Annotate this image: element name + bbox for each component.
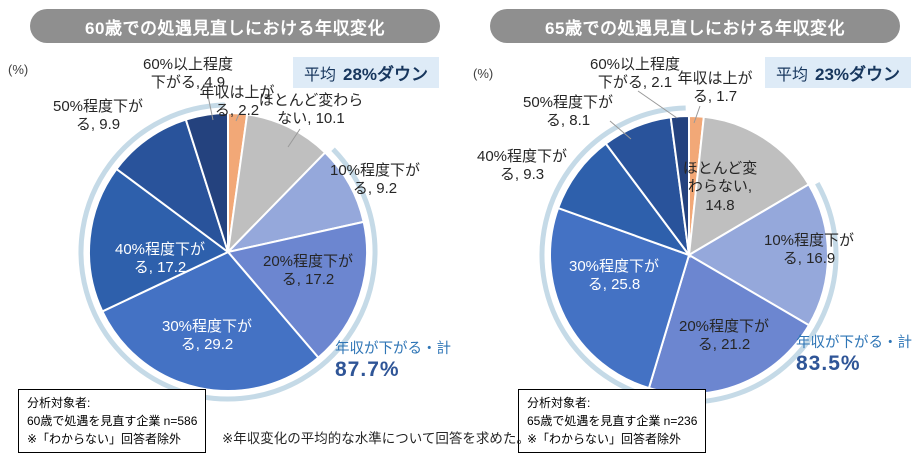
slice-callout-50pct-down: 50%程度下がる, 9.9 [52, 98, 144, 134]
analysis-target-box-age65: 分析対象者: 65歳で処遇を見直す企業 n=236 ※「わからない」回答者除外 [518, 389, 707, 453]
slice-callout-10pct-down: 10%程度下がる, 16.9 [763, 232, 855, 268]
income-down-highlight-arc [539, 105, 839, 405]
slice-callout-no-change: ほとんど変わらない, 10.1 [258, 92, 364, 128]
analysis-target-box-age60: 分析対象者: 60歳で処遇を見直す企業 n=586 ※「わからない」回答者除外 [18, 389, 207, 453]
analysis-box-line: ※「わからない」回答者除外 [527, 432, 682, 446]
leader-line-60pct-down [206, 90, 214, 121]
income-down-total-value: 83.5% [796, 352, 861, 375]
income-down-total: 年収が下がる・計 87.7% [335, 337, 451, 382]
slice-callout-no-change: ほとんど変わらない, 14.8 [682, 160, 758, 214]
chart-panel-age60: 60歳での処遇見直しにおける年収変化 (%) 平均 28%ダウン 60%以上程度… [8, 9, 451, 453]
slice-callout-60pct-down: 60%以上程度下がる, 4.9 [142, 56, 234, 92]
pie-slice [224, 151, 365, 254]
footnote: ※年収変化の平均的な水準について回答を求めた。 [222, 431, 530, 446]
pie-chart-age65 [539, 90, 839, 405]
average-down-badge: 平均 28%ダウン [293, 57, 439, 88]
pie-slice [556, 142, 692, 258]
slice-callout-10pct-down: 10%程度下がる, 9.2 [329, 162, 421, 198]
analysis-box-line: 分析対象者: [527, 396, 591, 410]
pie-slice [669, 114, 690, 256]
average-down-badge: 平均 23%ダウン [765, 57, 911, 88]
pie-slice [226, 113, 327, 255]
pie-chart-age60 [78, 90, 378, 402]
pie-slice [687, 115, 811, 257]
income-down-highlight-arc [78, 102, 378, 402]
pie-slices-group [539, 105, 839, 405]
average-value: 23%ダウン [814, 65, 901, 84]
analysis-box-line: ※「わからない」回答者除外 [27, 432, 182, 446]
income-down-total-label: 年収が下がる・計 [796, 335, 912, 351]
slice-callout-50pct-down: 50%程度下がる, 8.1 [522, 94, 614, 130]
slice-callout-30pct-down: 30%程度下がる, 29.2 [161, 318, 253, 354]
income-down-total-label: 年収が下がる・計 [335, 341, 451, 357]
percent-unit-label: (%) [8, 62, 29, 77]
average-value: 28%ダウン [342, 65, 429, 84]
pie-slice [184, 111, 229, 253]
pie-slice [687, 182, 829, 327]
leader-line-50pct-down [609, 120, 632, 140]
leader-line-income-up [693, 105, 701, 124]
analysis-box-line: 分析対象者: [27, 396, 91, 410]
pie-slice [226, 220, 368, 360]
slice-callout-40pct-down: 40%程度下がる, 9.3 [476, 148, 568, 184]
slice-callout-income-up: 年収は上がる, 2.2 [199, 84, 275, 120]
slice-callout-income-up: 年収は上がる, 1.7 [677, 70, 753, 106]
slice-callout-20pct-down: 20%程度下がる, 21.2 [678, 318, 770, 354]
income-down-total-value: 87.7% [335, 358, 400, 381]
slice-callout-60pct-down: 60%以上程度下がる, 2.1 [589, 56, 681, 92]
average-label: 平均 [303, 66, 336, 84]
analysis-box-line: 65歳で処遇を見直す企業 n=236 [527, 414, 698, 428]
slice-callout-20pct-down: 20%程度下がる, 17.2 [262, 253, 354, 289]
chart-title-age65: 65歳での処遇見直しにおける年収変化 [490, 9, 900, 43]
slice-callout-30pct-down: 30%程度下がる, 25.8 [568, 258, 660, 294]
percent-unit-label: (%) [473, 66, 494, 81]
leader-line-income-up [235, 113, 240, 122]
pie-slice [88, 167, 230, 313]
chart-panel-age65: 65歳での処遇見直しにおける年収変化 (%) 平均 23%ダウン 60%以上程度… [460, 0, 920, 460]
average-label: 平均 [775, 66, 808, 84]
leader-line-no-change [287, 128, 301, 148]
pie-slices-group [78, 102, 378, 402]
income-down-total: 年収が下がる・計 83.5% [796, 331, 912, 376]
leader-line-60pct-down [637, 90, 678, 119]
slice-callout-40pct-down: 40%程度下がる, 17.2 [114, 241, 206, 277]
chart-title-age60: 60歳での処遇見直しにおける年収変化 [30, 9, 440, 43]
pie-slice [549, 206, 691, 390]
analysis-box-line: 60歳で処遇を見直す企業 n=586 [27, 414, 198, 428]
pie-slice [115, 118, 230, 255]
